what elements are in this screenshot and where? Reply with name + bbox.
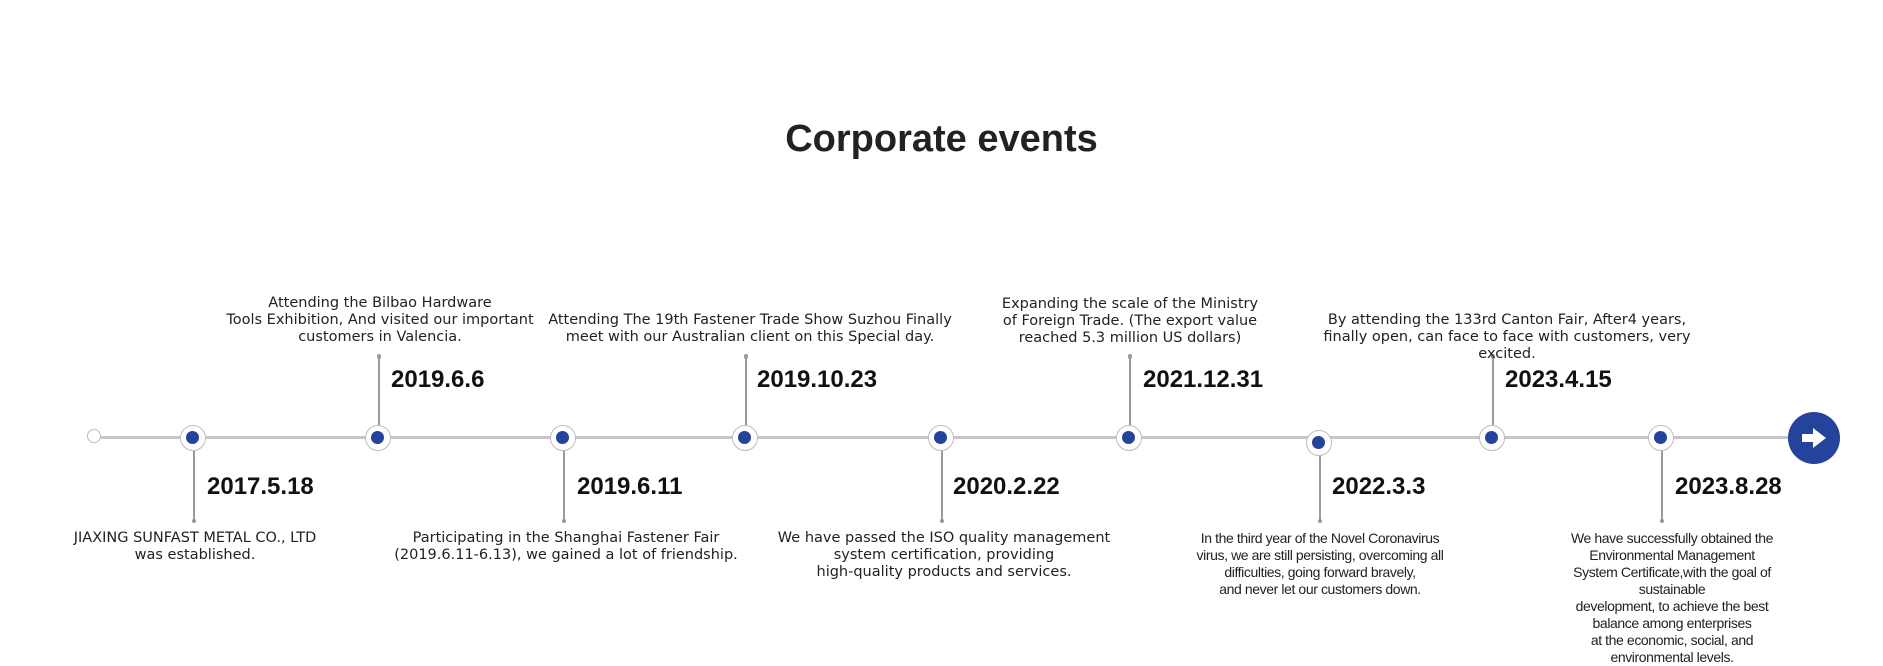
timeline-node[interactable] bbox=[1479, 425, 1505, 451]
event-date: 2017.5.18 bbox=[207, 473, 314, 500]
next-button[interactable] bbox=[1788, 412, 1840, 464]
event-date: 2021.12.31 bbox=[1143, 366, 1264, 393]
page-title: Corporate events bbox=[785, 118, 1098, 160]
event-date: 2020.2.22 bbox=[953, 473, 1060, 500]
event-date: 2023.4.15 bbox=[1505, 366, 1612, 393]
event-date: 2023.8.28 bbox=[1675, 473, 1782, 500]
timeline-connector bbox=[561, 451, 566, 523]
timeline-node[interactable] bbox=[1648, 425, 1674, 451]
event-description: Attending The 19th Fastener Trade Show S… bbox=[548, 312, 952, 345]
event-description: By attending the 133rd Canton Fair, Afte… bbox=[1323, 312, 1691, 362]
timeline-node[interactable] bbox=[732, 425, 758, 451]
timeline-node[interactable] bbox=[365, 425, 391, 451]
timeline-connector bbox=[1317, 456, 1322, 523]
timeline-connector bbox=[376, 354, 381, 425]
event-date: 2019.6.11 bbox=[577, 473, 683, 500]
timeline-connector bbox=[743, 354, 748, 425]
timeline-connector bbox=[1490, 354, 1495, 425]
timeline-node[interactable] bbox=[1116, 425, 1142, 451]
timeline-node[interactable] bbox=[928, 425, 954, 451]
event-date: 2019.10.23 bbox=[757, 366, 878, 393]
timeline-connector bbox=[939, 451, 944, 523]
event-description: We have passed the ISO quality managemen… bbox=[777, 530, 1111, 580]
arrow-right-icon bbox=[1802, 428, 1826, 448]
timeline-node[interactable] bbox=[550, 425, 576, 451]
timeline-start-dot bbox=[87, 429, 101, 443]
event-date: 2019.6.6 bbox=[391, 366, 485, 393]
event-description: JIAXING SUNFAST METAL CO., LTD was estab… bbox=[73, 530, 317, 563]
event-description: Attending the Bilbao Hardware Tools Exhi… bbox=[226, 295, 534, 345]
timeline-node[interactable] bbox=[180, 425, 206, 451]
event-description: Expanding the scale of the Ministry of F… bbox=[1001, 296, 1259, 346]
event-description: In the third year of the Novel Coronavir… bbox=[1196, 530, 1444, 597]
timeline-connector bbox=[1659, 451, 1664, 523]
timeline-node[interactable] bbox=[1306, 430, 1332, 456]
timeline-connector bbox=[1127, 354, 1132, 425]
event-description: We have successfully obtained the Enviro… bbox=[1570, 530, 1774, 665]
event-date: 2022.3.3 bbox=[1332, 473, 1426, 500]
event-description: Participating in the Shanghai Fastener F… bbox=[394, 530, 738, 563]
timeline-connector bbox=[191, 451, 196, 523]
